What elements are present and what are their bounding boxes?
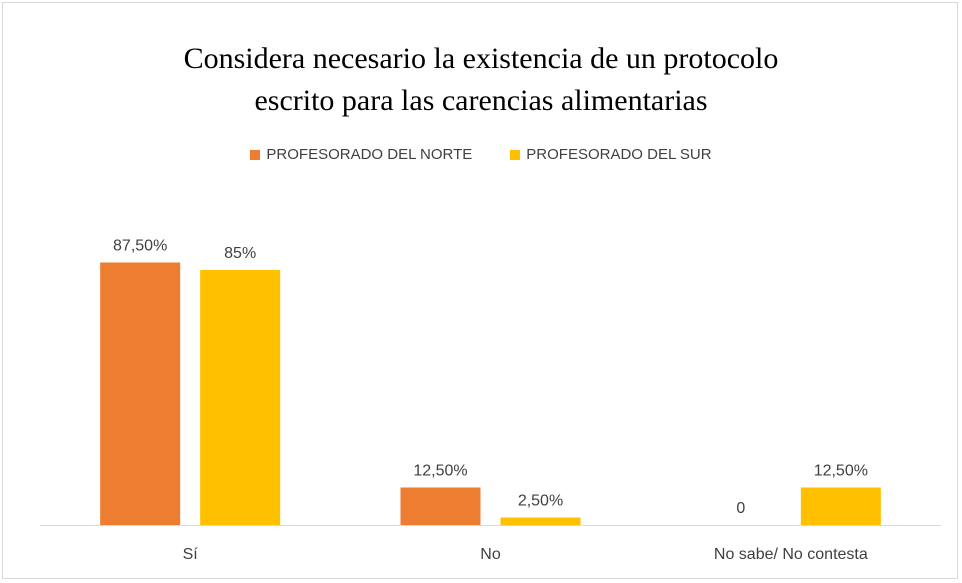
bar-sur-2: [800, 487, 881, 525]
legend-item-norte: PROFESORADO DEL NORTE: [250, 146, 472, 163]
data-label-norte-2: 0: [736, 500, 745, 517]
chart-title-line-1: Considera necesario la existencia de un …: [183, 42, 779, 75]
data-label-norte-1: 12,50%: [413, 463, 467, 480]
chart-legend: PROFESORADO DEL NORTE PROFESORADO DEL SU…: [0, 146, 962, 163]
x-tick-label-1: No: [480, 546, 501, 563]
bar-norte-1: [400, 487, 481, 525]
legend-item-sur: PROFESORADO DEL SUR: [510, 146, 712, 163]
data-label-sur-0: 85%: [224, 245, 256, 262]
x-tick-label-2: No sabe/ No contesta: [714, 546, 868, 563]
bar-sur-0: [200, 270, 281, 525]
chart-title: Considera necesario la existencia de un …: [0, 38, 962, 122]
x-tick-label-0: Sí: [183, 546, 199, 563]
chart-title-line-2: escrito para las carencias alimentarias: [254, 84, 708, 117]
bar-sur-1: [500, 517, 581, 525]
legend-swatch-sur: [510, 149, 521, 160]
bar-norte-0: [100, 262, 181, 525]
data-label-sur-1: 2,50%: [518, 493, 563, 510]
data-label-sur-2: 12,50%: [814, 463, 868, 480]
legend-label-norte: PROFESORADO DEL NORTE: [266, 146, 473, 163]
data-label-norte-0: 87,50%: [113, 238, 167, 255]
legend-label-sur: PROFESORADO DEL SUR: [526, 146, 712, 163]
legend-swatch-norte: [250, 149, 261, 160]
